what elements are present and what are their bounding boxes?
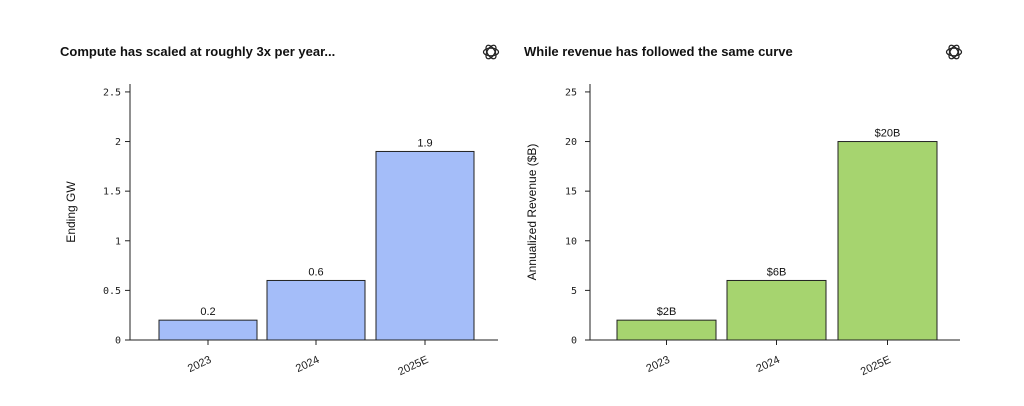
revenue-chart-panel: While revenue has followed the same curv… (512, 0, 1024, 406)
x-tick-label: 2024 (755, 354, 782, 375)
y-tick-label: 2 (115, 137, 121, 148)
openai-logo-icon (945, 44, 963, 60)
y-tick-label: 25 (565, 87, 577, 98)
data-label: 0.6 (308, 266, 323, 278)
y-tick-label: 5 (571, 286, 577, 297)
bar (837, 141, 938, 341)
y-tick-label: 2.5 (103, 87, 121, 98)
y-tick-label: 1 (115, 236, 121, 247)
data-label: 0.2 (200, 306, 215, 318)
y-tick-label: 0 (571, 336, 577, 347)
x-tick-label: 2025E (396, 354, 430, 378)
y-tick-label: 0 (115, 336, 121, 347)
bar (266, 279, 366, 341)
compute-bar-chart: 0 0.5 1 1.5 2 2.5 Ending GW 0.2 2023 0.6 2024 1.9 20… (64, 84, 498, 378)
data-label: $6B (767, 266, 787, 278)
chart-title: While revenue has followed the same curv… (524, 44, 793, 59)
bar (375, 150, 475, 341)
x-tick-label: 2025E (859, 354, 893, 378)
x-tick-label: 2023 (186, 354, 213, 375)
bar (158, 319, 258, 341)
y-tick-label: 15 (565, 187, 577, 198)
compute-chart-panel: Compute has scaled at roughly 3x per yea… (60, 44, 500, 378)
openai-logo-icon (482, 44, 500, 60)
data-label: $20B (875, 128, 901, 140)
y-tick-label: 1.5 (103, 187, 121, 198)
y-axis-title: Annualized Revenue ($B) (525, 144, 539, 281)
y-tick-label: 0.5 (103, 286, 121, 297)
y-tick-label: 10 (565, 236, 577, 247)
y-axis-title: Ending GW (64, 181, 78, 243)
x-tick-label: 2023 (645, 354, 672, 375)
bar (726, 279, 827, 341)
chart-title: Compute has scaled at roughly 3x per yea… (60, 44, 336, 59)
revenue-bar-chart: 0 5 10 15 20 25 Annualized Revenue ($B) $2B 2023… (525, 84, 960, 378)
y-tick-label: 20 (565, 137, 577, 148)
bar (616, 319, 717, 341)
data-label: $2B (657, 306, 677, 318)
data-label: 1.9 (417, 137, 432, 149)
x-tick-label: 2024 (294, 354, 321, 375)
